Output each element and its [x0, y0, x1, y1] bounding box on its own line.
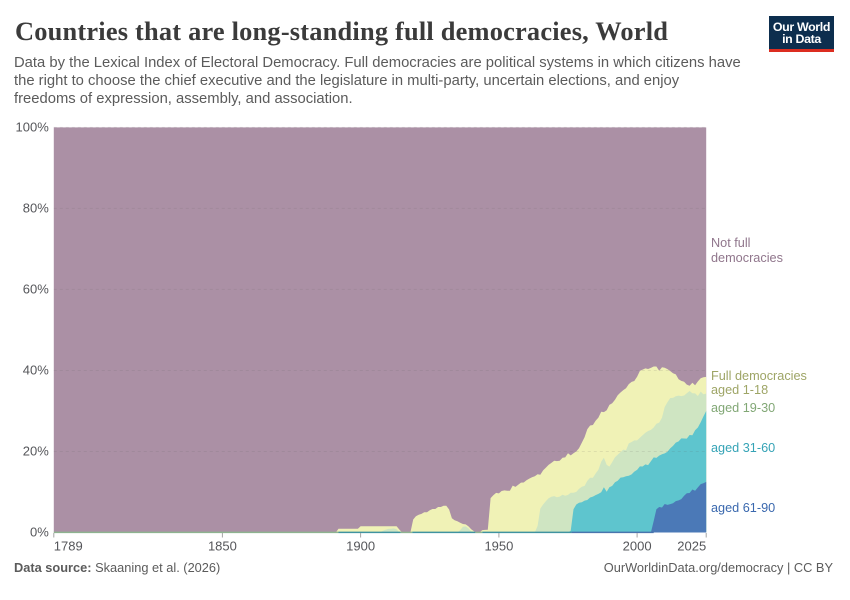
- svg-text:1950: 1950: [484, 539, 513, 554]
- svg-text:40%: 40%: [23, 363, 49, 378]
- svg-text:20%: 20%: [23, 444, 49, 459]
- svg-text:60%: 60%: [23, 281, 49, 296]
- svg-text:1900: 1900: [346, 539, 375, 554]
- svg-text:80%: 80%: [23, 200, 49, 215]
- svg-text:100%: 100%: [16, 119, 50, 134]
- svg-text:0%: 0%: [30, 525, 49, 540]
- svg-text:2000: 2000: [623, 539, 652, 554]
- svg-text:1789: 1789: [54, 539, 83, 554]
- svg-text:1850: 1850: [208, 539, 237, 554]
- svg-text:2025: 2025: [677, 539, 706, 554]
